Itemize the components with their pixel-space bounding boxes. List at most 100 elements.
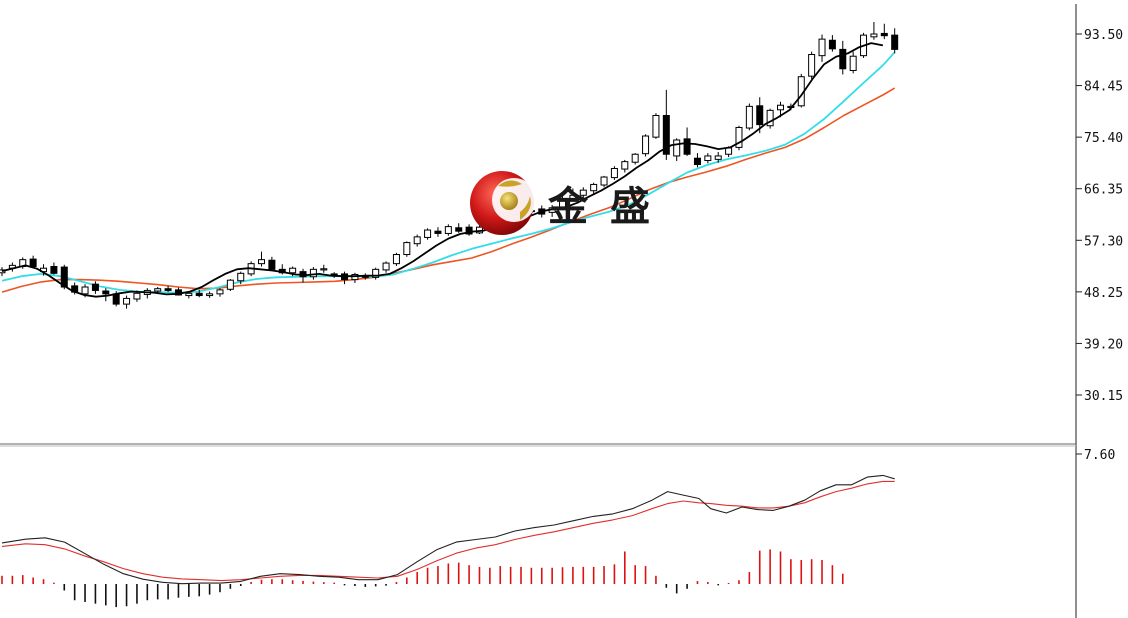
candle-body-up [81,286,89,295]
candle-body-up [392,254,400,265]
candle-body-up [735,126,743,148]
price-tick-label: 66.35 [1084,183,1123,198]
price-tick-label: 48.25 [1084,286,1123,301]
candle-body-up [403,242,411,256]
candlestick [382,261,390,273]
candlestick [777,101,784,118]
candlestick [642,134,650,157]
price-tick-label: 30.15 [1084,389,1123,404]
candlestick [673,138,681,162]
logo-watermark: 金 盛 [470,171,650,235]
candlestick [849,51,857,74]
candlestick [424,228,432,240]
candlestick [164,285,172,293]
candlestick [465,224,473,236]
macd-line [1,474,895,585]
candle-body-up [673,139,681,157]
macd-tick-label: 7.60 [1084,448,1115,463]
candlestick [392,252,400,266]
candlestick [372,267,380,280]
candle-body-up [818,38,826,57]
candle-body-up [133,292,141,300]
candle-body-up [652,114,660,138]
candle-body-down [662,114,670,155]
candle-body-down [60,266,68,288]
candle-body-up [590,183,598,192]
candle-body-up [216,289,224,295]
candle-body-up [777,104,784,111]
macd-axis: 7.60 [1076,448,1115,463]
candle-body-up [444,226,452,234]
candlestick [880,23,888,40]
candle-body-up [631,153,639,163]
price-tick-label: 57.30 [1084,234,1123,249]
candle-body-down [756,105,764,126]
price-tick-label: 75.40 [1084,131,1123,146]
candle-body-up [289,267,297,274]
candlestick [600,175,608,188]
candlestick [652,113,660,139]
candlestick [839,40,847,75]
moving-average-fast-line [1,42,884,298]
candlestick [735,125,743,151]
candle-body-up [185,292,193,297]
candlestick [631,153,639,165]
candlestick [29,255,37,269]
candlestick [828,35,836,52]
candlestick [444,224,452,236]
logo-char-1: 金 [547,183,589,230]
candle-body-up [766,109,774,127]
candle-body-up [808,54,816,77]
candlestick [683,127,691,156]
candle-body-up [621,161,629,170]
candle-body-up [704,155,712,162]
candle-body-up [154,288,162,292]
price-tick-label: 93.50 [1084,28,1123,43]
logo-gold-coin [500,192,518,210]
candle-body-up [610,167,618,179]
candle-body-down [455,227,463,232]
candle-body-down [102,290,110,295]
candlestick [579,187,587,199]
candle-body-down [195,292,203,297]
candle-body-up [642,135,650,155]
candle-body-up [413,236,421,245]
candle-body-down [683,138,691,155]
logo-gold-leaf [498,180,522,187]
candle-body-down [91,283,99,291]
price-tick-label: 39.20 [1084,337,1123,352]
candlestick [808,51,816,80]
candle-body-up [714,155,722,160]
candlestick [434,227,442,237]
candle-body-down [268,259,276,270]
candlestick [320,264,328,273]
candle-body-up [579,189,587,196]
logo-gold-swoosh [520,196,531,220]
candle-body-up [237,272,245,282]
candle-body-down [828,39,836,50]
candle-body-up [309,268,317,278]
candlestick [745,103,753,131]
candlestick [621,159,629,173]
candlestick [268,256,276,272]
candlestick [226,279,234,292]
candlestick [756,97,764,134]
candlestick [50,262,58,275]
candle-body-up [123,297,131,305]
candle-body-up [372,268,380,278]
candlestick [91,281,99,294]
candle-body-down [891,34,899,50]
candle-body-up [569,194,577,200]
candlestick [766,108,774,129]
candle-body-up [424,229,432,238]
candlestick [258,251,265,267]
candle-body-down [50,265,58,274]
candle-body-up [870,33,878,38]
logo-char-2: 盛 [610,183,650,230]
candle-body-up [849,55,857,71]
candle-body-up [382,262,390,271]
candle-body-up [600,176,608,186]
candlestick [590,182,598,194]
candle-body-down [693,157,701,165]
